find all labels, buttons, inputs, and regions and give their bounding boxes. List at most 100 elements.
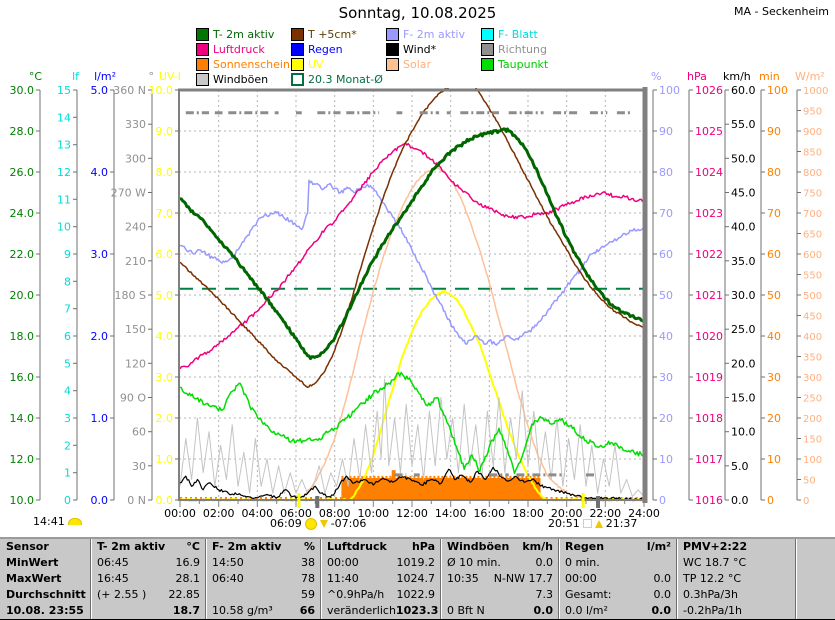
legend-item: Richtung (481, 43, 547, 56)
axis-tick-label: 30 (659, 371, 673, 384)
x-tick-label: 02:00 (203, 507, 235, 520)
x-tick-label: 04:00 (241, 507, 273, 520)
stats-cell-value: 59 (301, 588, 315, 601)
x-tick-label: 10:00 (357, 507, 389, 520)
stats-cell-label: WC 18.7 °C (683, 556, 747, 569)
stats-row: Durchschnitt (0, 587, 90, 603)
stats-cell-label: TP 12.2 °C (683, 572, 742, 585)
stats-row: MinWert (0, 555, 90, 571)
stats-cell-value: N-NW 17.7 (493, 572, 553, 585)
stats-cell-label: T- 2m aktiv (97, 540, 166, 553)
stats-row: 06:40 78 (206, 571, 320, 587)
axis-tick-label: 750 (803, 189, 822, 200)
stats-cell-value: l/m² (646, 540, 671, 553)
axis-tick-label: 30.0 (731, 289, 756, 302)
axis-tick-label: 120 (125, 357, 146, 370)
axis-unit-label: UV-I (159, 70, 181, 83)
stats-cell-value: 28.1 (175, 572, 201, 585)
axis-tick-label: 14 (57, 111, 71, 124)
axis-tick-label: 8 (64, 275, 71, 288)
stats-cell-label: 11:40 (327, 572, 359, 585)
stats-cell-label: Regen (565, 540, 605, 553)
axis-tick-label: 2.0 (91, 330, 109, 343)
axis-tick-label: 1023 (695, 207, 723, 220)
stats-cell-value: 22.85 (168, 588, 201, 601)
axis-tick-label: 1.0 (91, 412, 109, 425)
stats-row: 16:45 28.1 (91, 571, 205, 587)
axis-tick-label: 12.0 (10, 453, 35, 466)
axis-tick-label: 240 (125, 221, 146, 234)
legend-swatch-icon (291, 28, 304, 41)
axis-tick-label: 14.0 (10, 412, 35, 425)
stats-cell-label: 0 min. (565, 556, 600, 569)
axis-tick-label: 16.0 (10, 371, 35, 384)
axis-tick-label: 300 (803, 373, 822, 384)
stats-row: Gesamt: 0.0 (559, 587, 676, 603)
stats-row: 0 Bft N 0.0 (441, 603, 558, 619)
axis-tick-label: 1022 (695, 248, 723, 261)
axis-tick-label: 60.0 (731, 84, 756, 97)
axis-tick-label: 0.0 (731, 494, 749, 507)
stats-cell-label: 0.3hPa/3h (683, 588, 739, 601)
sunrise-note: 06:09 -07:06 (270, 517, 366, 530)
moonrise-arrow-icon (594, 519, 603, 528)
axis-tick-label: 300 (125, 152, 146, 165)
legend-swatch-icon (481, 28, 494, 41)
axis-tick-label: 1 (64, 467, 71, 480)
axis-tick-label: 1019 (695, 371, 723, 384)
axis-tick-label: 270 W (111, 187, 146, 200)
sensor-stats-table: Sensor MinWert MaxWert Durchschnitt 10.08. 2… (0, 537, 835, 620)
legend-item: Solar (386, 58, 431, 71)
axis-tick-label: 2 (64, 439, 71, 452)
axis-tick-label: 0 N (127, 494, 146, 507)
axis-tick-label: 0 (659, 494, 666, 507)
stats-cell-value: 0.0 (653, 588, 672, 601)
axis-tick-label: 5.0 (731, 460, 749, 473)
axis-tick-label: 0 (64, 494, 71, 507)
axis-tick-label: 700 (803, 209, 822, 220)
axis-tick-label: 600 (803, 250, 822, 261)
axis-tick-label: 50 (659, 289, 673, 302)
legend-label: F- 2m aktiv (403, 27, 465, 41)
axis-tick-label: 40.0 (731, 221, 756, 234)
windboeen-line (179, 378, 645, 498)
stats-row: MaxWert (0, 571, 90, 587)
stats-cell-value: 1022.9 (396, 588, 436, 601)
axis-tick-label: 30.0 (10, 84, 35, 97)
axis-tick-label: 650 (803, 230, 822, 241)
axis-tick-label: 5.0 (91, 84, 109, 97)
stats-row: 10:35 N-NW 17.7 (441, 571, 558, 587)
axis-tick-label: 330 (125, 118, 146, 131)
stats-row: 0 min. (559, 555, 676, 571)
axis-tick-label: 7 (64, 303, 71, 316)
sunset-note: 20:51 21:37 (548, 517, 637, 530)
stats-row: 10.08. 23:55 (0, 603, 90, 619)
t2m-line (179, 127, 645, 361)
stats-header-row: F- 2m aktiv% (206, 539, 320, 555)
stats-header-row (796, 539, 835, 555)
axis-tick-label: 55.0 (731, 118, 756, 131)
legend-swatch-icon (481, 43, 494, 56)
stats-row: 0.3hPa/3h (677, 587, 795, 603)
stats-cell-value: 0.0 (653, 572, 672, 585)
axis-tick-label: 15.0 (731, 392, 756, 405)
legend-label: Wind* (403, 42, 437, 56)
axis-tick-label: 10 (659, 453, 673, 466)
axis-tick-label: 20.0 (10, 289, 35, 302)
stats-cell-value: 0.0 (533, 604, 554, 617)
axis-tick-label: 40 (767, 330, 781, 343)
axis-tick-label: 8.0 (156, 166, 174, 179)
axis-tick-label: 18.0 (10, 330, 35, 343)
moon-note: 14:41 (33, 515, 82, 528)
stats-row: 59 (206, 587, 320, 603)
stats-cell-label: Ø 10 min. (447, 556, 501, 569)
axis-tick-label: 150 (803, 435, 822, 446)
sunset-time: 20:51 (548, 517, 580, 530)
legend-label: T +5cm* (308, 27, 357, 41)
moonset-arrow-icon (319, 519, 328, 528)
axis-tick-label: 26.0 (10, 166, 35, 179)
axis-tick-label: 25.0 (731, 323, 756, 336)
x-tick-label: 24:00 (628, 507, 660, 520)
axis-tick-label: 1025 (695, 125, 723, 138)
stats-cell-value: 1023.3 (395, 604, 439, 617)
